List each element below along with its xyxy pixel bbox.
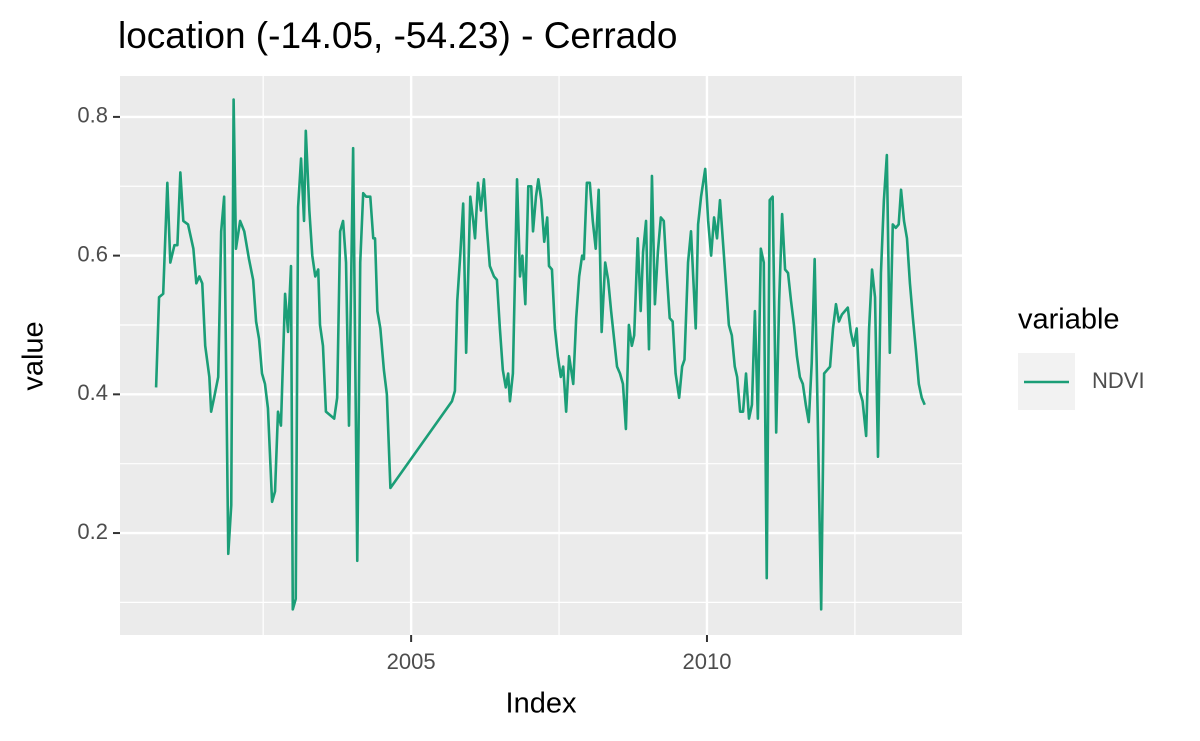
legend-label: NDVI	[1092, 368, 1145, 393]
y-tick-label: 0.8	[77, 103, 108, 128]
data-line	[154, 98, 926, 611]
chart-title: location (-14.05, -54.23) - Cerrado	[118, 15, 677, 56]
x-axis-title: Index	[506, 688, 577, 720]
y-tick-label: 0.6	[77, 241, 108, 266]
y-axis-title: value	[18, 321, 50, 390]
panel	[120, 76, 962, 635]
legend-title: variable	[1018, 304, 1120, 336]
x-tick-label: 2005	[387, 649, 436, 674]
x-tick-label: 2010	[682, 649, 731, 674]
y-tick-label: 0.2	[77, 519, 108, 544]
y-tick-label: 0.4	[77, 380, 108, 405]
